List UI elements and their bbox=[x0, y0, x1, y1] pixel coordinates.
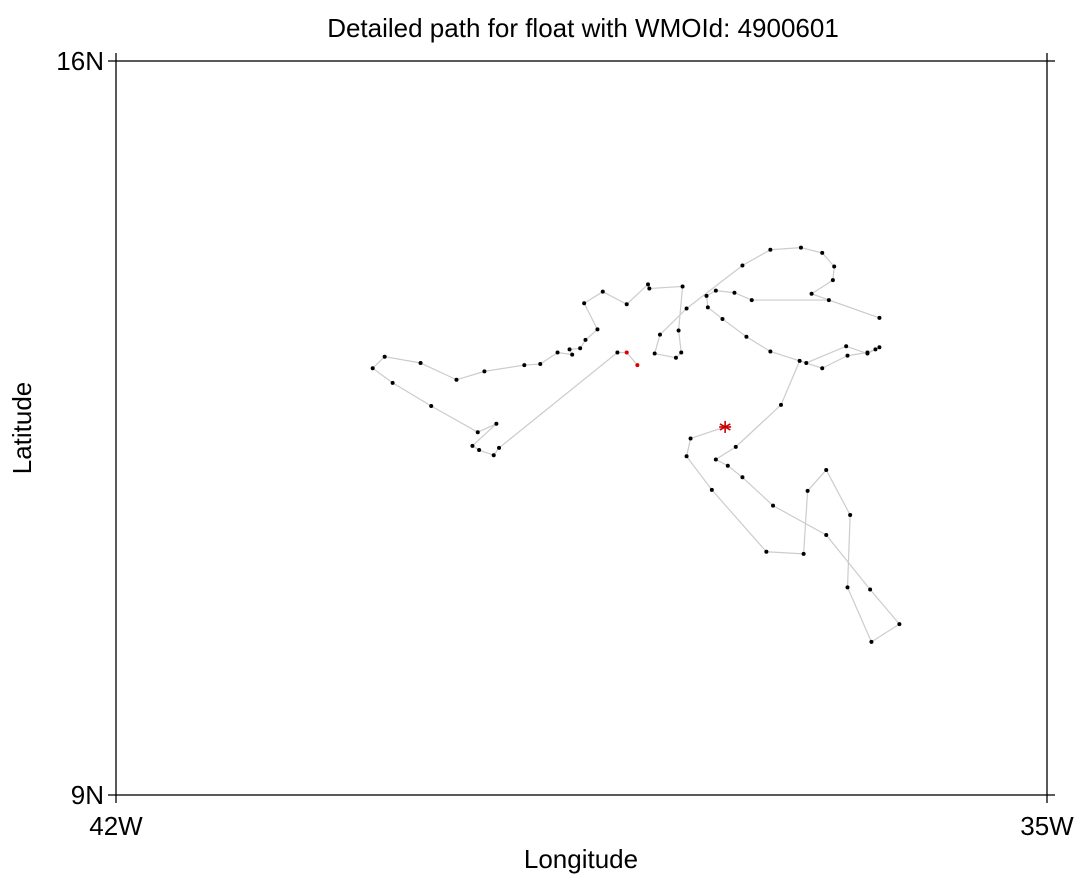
track-point bbox=[804, 360, 809, 365]
track-point bbox=[624, 350, 629, 355]
track-point bbox=[801, 551, 806, 556]
track-point bbox=[768, 349, 773, 354]
track-point bbox=[824, 467, 829, 472]
track-point bbox=[570, 352, 575, 357]
y-tick-label: 16N bbox=[56, 46, 104, 76]
track-point bbox=[475, 430, 480, 435]
track-points bbox=[370, 245, 902, 644]
track-point bbox=[720, 316, 725, 321]
track-point bbox=[491, 453, 496, 458]
track-point bbox=[497, 445, 502, 450]
track-point bbox=[684, 454, 689, 459]
track-point bbox=[830, 278, 835, 283]
track-point bbox=[844, 344, 849, 349]
track-point bbox=[646, 282, 650, 287]
track-point bbox=[418, 360, 423, 365]
start-marker bbox=[719, 420, 732, 433]
x-tick-label: 42W bbox=[89, 811, 143, 841]
track-line bbox=[371, 247, 901, 643]
track-point bbox=[749, 298, 754, 303]
track-point bbox=[595, 327, 600, 332]
track-point bbox=[652, 351, 657, 356]
track-point bbox=[688, 436, 693, 441]
track-point bbox=[647, 286, 652, 291]
track-point bbox=[673, 355, 678, 360]
track-point bbox=[826, 298, 831, 303]
track-line bbox=[626, 352, 638, 366]
track-point bbox=[704, 293, 709, 298]
plot-frame bbox=[115, 60, 1048, 796]
y-axis-label: Latitude bbox=[7, 382, 37, 475]
track-point bbox=[848, 513, 853, 518]
track-point bbox=[713, 288, 718, 293]
track-point bbox=[582, 301, 587, 306]
track-point bbox=[370, 366, 375, 371]
track-point bbox=[877, 345, 882, 350]
track-point bbox=[868, 587, 873, 592]
track-point bbox=[676, 328, 681, 333]
track-link bbox=[690, 426, 726, 440]
track-point bbox=[740, 263, 745, 268]
track-point bbox=[600, 289, 605, 294]
x-tick-label: 35W bbox=[1020, 811, 1074, 841]
track-point bbox=[779, 402, 783, 407]
track-point bbox=[470, 443, 475, 448]
track-point bbox=[805, 488, 810, 493]
track-lines bbox=[371, 247, 901, 643]
track-point bbox=[382, 354, 387, 359]
track-point bbox=[635, 363, 640, 368]
track-point bbox=[845, 353, 850, 358]
track-point bbox=[482, 369, 487, 374]
track-point bbox=[567, 347, 572, 352]
track-point bbox=[797, 358, 802, 363]
track-point bbox=[820, 366, 825, 371]
track-point bbox=[615, 350, 620, 355]
track-point bbox=[740, 475, 745, 480]
track-point bbox=[709, 487, 714, 492]
track-point bbox=[390, 380, 395, 385]
track-point bbox=[725, 463, 730, 468]
y-tick-label: 9N bbox=[71, 780, 104, 810]
track-point bbox=[732, 290, 737, 295]
track-point bbox=[764, 549, 769, 554]
track-point bbox=[869, 639, 874, 644]
track-point bbox=[824, 532, 829, 537]
track-point bbox=[845, 585, 850, 590]
track-point bbox=[877, 315, 882, 320]
track-point bbox=[454, 377, 459, 382]
track-point bbox=[538, 362, 543, 367]
track-point bbox=[744, 334, 749, 339]
track-point bbox=[657, 332, 662, 337]
track-point bbox=[820, 250, 825, 255]
track-point bbox=[522, 363, 527, 368]
track-point bbox=[684, 306, 689, 311]
track-point bbox=[713, 457, 718, 462]
track-point bbox=[798, 245, 803, 250]
track-point bbox=[679, 350, 684, 355]
track-point bbox=[832, 264, 837, 269]
chart-title: Detailed path for float with WMOId: 4900… bbox=[327, 13, 839, 43]
track-point bbox=[771, 503, 776, 508]
track-point bbox=[768, 247, 773, 252]
track-point bbox=[865, 351, 870, 356]
track-point bbox=[897, 622, 902, 627]
track-point bbox=[477, 448, 482, 453]
track-point bbox=[583, 337, 588, 342]
x-axis-label: Longitude bbox=[524, 844, 638, 874]
track-point bbox=[680, 284, 685, 289]
track-point bbox=[624, 302, 629, 307]
track-point bbox=[873, 347, 878, 352]
track-point bbox=[809, 291, 814, 296]
track-point bbox=[429, 403, 434, 408]
track-point bbox=[555, 350, 560, 355]
track-point bbox=[733, 444, 738, 449]
track-point bbox=[578, 346, 583, 351]
track-point bbox=[494, 421, 499, 426]
track-point bbox=[705, 305, 710, 310]
